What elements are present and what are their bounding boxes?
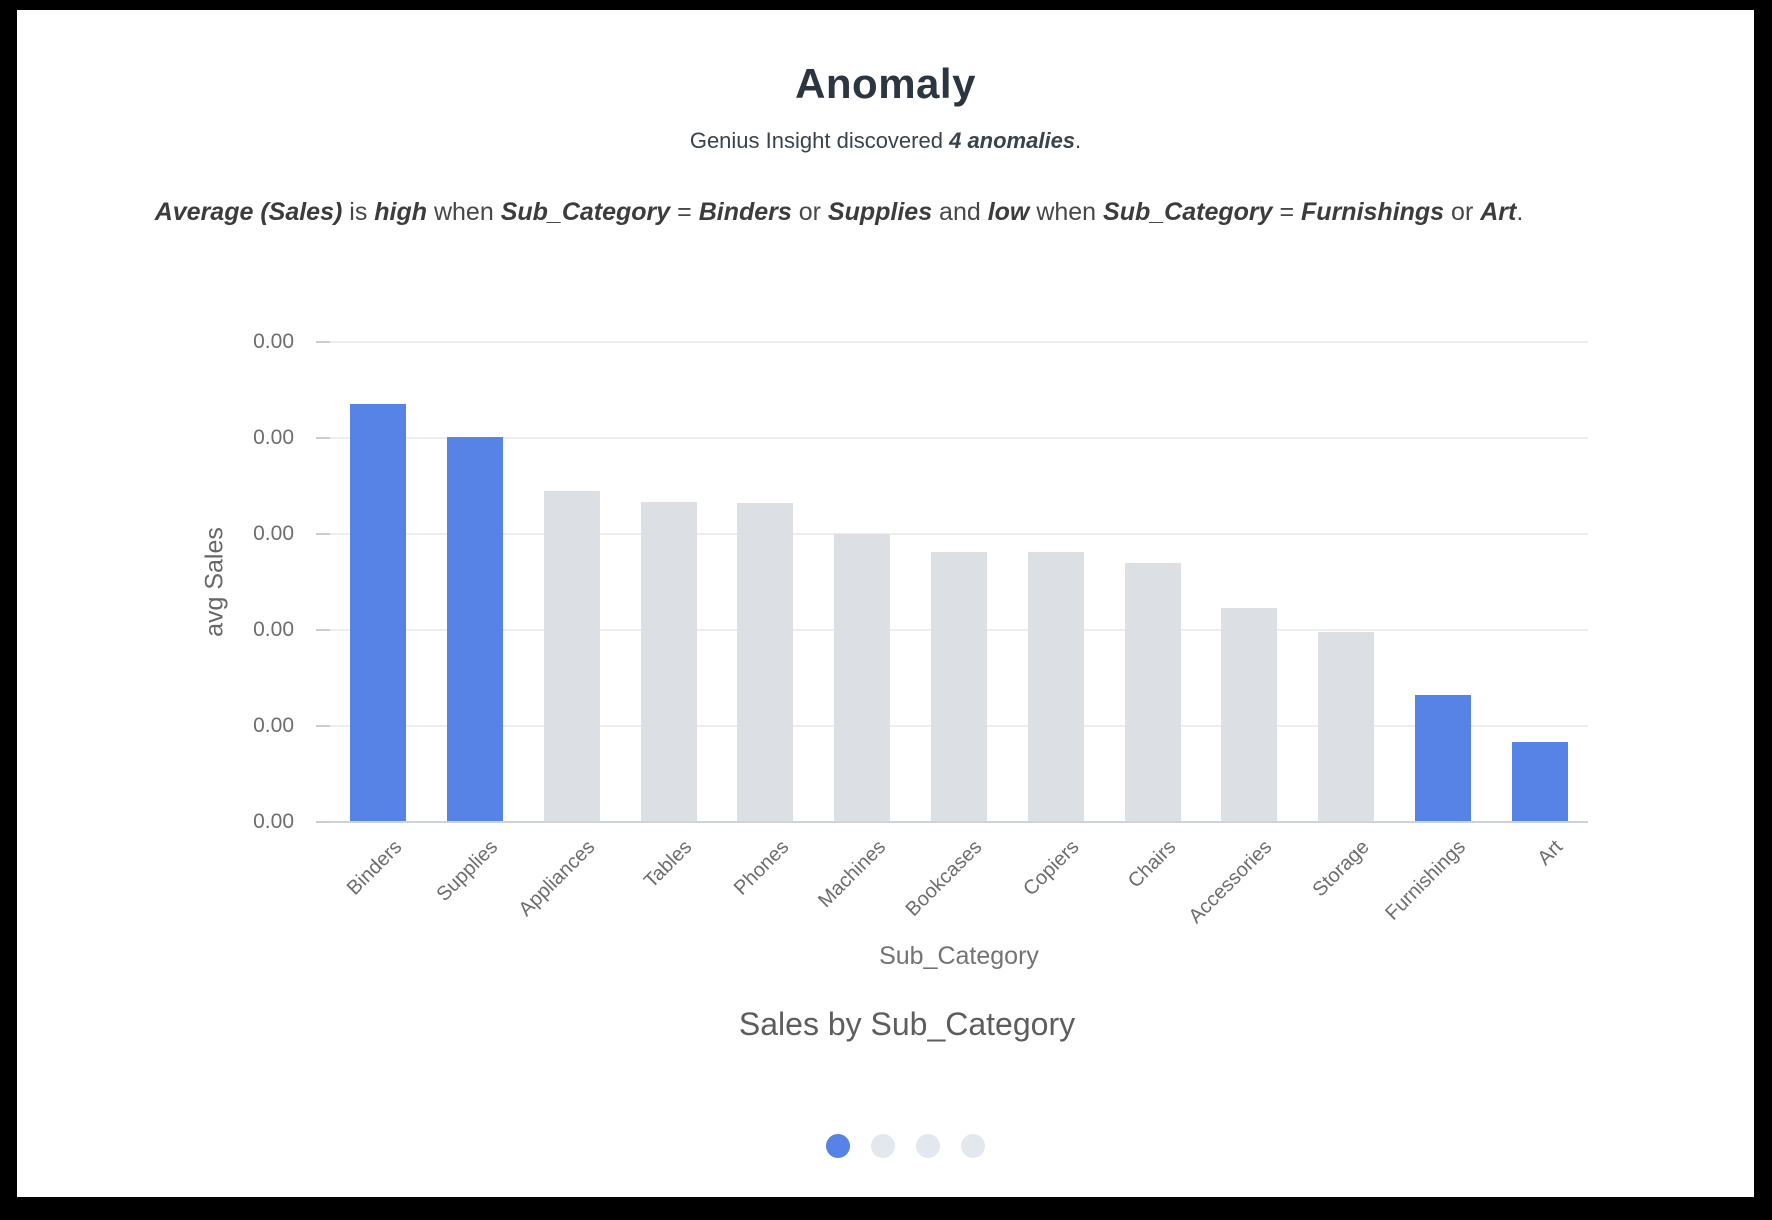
insight-title: Anomaly — [795, 60, 976, 107]
bar-phones[interactable] — [737, 503, 794, 822]
statement-segment: Supplies — [827, 198, 933, 227]
statement-segment: Art — [1480, 198, 1517, 227]
pagination-dot-3[interactable] — [916, 1134, 940, 1158]
x-axis-line — [330, 821, 1588, 823]
x-tick-label-machines: Machines — [813, 836, 890, 913]
y-tick-mark — [316, 725, 330, 727]
statement-segment: Sub_Category — [1103, 198, 1273, 227]
subtitle-period: . — [1075, 128, 1082, 154]
bar-slot: Tables — [620, 342, 717, 892]
x-tick-label-accessories: Accessories — [1185, 836, 1277, 928]
y-tick-label: 0.00 — [253, 810, 294, 833]
y-tick-label: 0.00 — [253, 522, 294, 545]
pagination-dots — [17, 1134, 1754, 1158]
statement-segment: and — [932, 198, 988, 227]
chart-title: Sales by Sub_Category — [738, 1006, 1076, 1042]
bar-slot: Bookcases — [902, 342, 1008, 921]
gridline — [330, 533, 1588, 535]
statement-segment: Sub_Category — [500, 198, 671, 227]
x-tick-label-chairs: Chairs — [1123, 836, 1181, 893]
statement-segment: low — [987, 198, 1030, 227]
bar-slot: Phones — [717, 342, 814, 900]
statement-segment: is — [342, 198, 375, 227]
y-tick-mark — [316, 437, 330, 439]
y-tick-mark — [316, 629, 330, 631]
y-tick-label: 0.00 — [253, 426, 294, 449]
y-tick-label: 0.00 — [253, 714, 294, 737]
bar-bookcases[interactable] — [930, 552, 987, 822]
bar-slot: Furnishings — [1382, 342, 1491, 925]
statement-segment: Average (Sales) — [154, 198, 343, 227]
x-axis-title: Sub_Category — [879, 942, 1039, 970]
gridline — [330, 341, 1588, 343]
bar-slot: Chairs — [1104, 342, 1201, 892]
bar-slot: Accessories — [1185, 342, 1298, 928]
bar-slot: Binders — [330, 342, 427, 900]
bar-slot: Copiers — [1007, 342, 1104, 900]
bar-slot: Storage — [1298, 342, 1395, 901]
subtitle-anomaly-count: 4 anomalies — [949, 128, 1076, 154]
x-tick-label-furnishings: Furnishings — [1381, 836, 1471, 925]
x-tick-label-copiers: Copiers — [1019, 836, 1084, 901]
pagination-dot-4[interactable] — [961, 1134, 985, 1158]
bar-machines[interactable] — [834, 534, 891, 822]
bar-slot: Supplies — [427, 342, 524, 906]
y-tick-mark — [316, 533, 330, 535]
statement-segment: when — [1029, 198, 1104, 227]
y-tick-label: 0.00 — [253, 330, 294, 353]
insight-card: Anomaly Genius Insight discovered 4 anom… — [17, 10, 1754, 1197]
bar-tables[interactable] — [640, 502, 697, 822]
y-tick-label: 0.00 — [253, 618, 294, 641]
statement-segment: Binders — [698, 198, 792, 227]
x-tick-label-binders: Binders — [342, 836, 406, 900]
x-tick-label-bookcases: Bookcases — [901, 836, 987, 921]
statement-segment: = — [670, 198, 699, 227]
pagination-dot-2[interactable] — [871, 1134, 895, 1158]
x-tick-label-storage: Storage — [1308, 836, 1374, 902]
bar-binders[interactable] — [350, 404, 407, 822]
bar-appliances[interactable] — [543, 490, 600, 822]
statement-segment: Furnishings — [1301, 198, 1445, 227]
bar-furnishings[interactable] — [1414, 695, 1471, 822]
insight-statement: Average (Sales) is high when Sub_Categor… — [17, 198, 1754, 227]
y-tick-mark — [316, 821, 330, 823]
pagination-dot-1[interactable] — [826, 1134, 850, 1158]
bar-slot: Art — [1491, 342, 1588, 870]
x-tick-label-appliances: Appliances — [514, 836, 600, 921]
y-tick-mark — [316, 341, 330, 343]
insight-subtitle: Genius Insight discovered 4 anomalies. — [17, 128, 1754, 154]
bars-row: Binders Supplies Appliances Tables Phones Mac… — [330, 342, 1588, 928]
bar-slot: Appliances — [515, 342, 621, 921]
statement-segment: high — [374, 198, 428, 227]
statement-segment: . — [1516, 198, 1524, 227]
statement-segment: = — [1272, 198, 1302, 227]
bar-accessories[interactable] — [1221, 607, 1278, 822]
statement-segment: or — [791, 198, 828, 227]
bar-chart: avg Sales 0.00 0.00 0.00 0.00 0.00 0.00 Binder… — [17, 10, 1754, 1197]
bar-copiers[interactable] — [1027, 552, 1084, 822]
bar-art[interactable] — [1511, 742, 1568, 822]
statement-segment: or — [1444, 198, 1481, 227]
subtitle-text: Genius Insight discovered — [689, 128, 950, 154]
bar-storage[interactable] — [1318, 631, 1375, 822]
x-tick-label-tables: Tables — [639, 836, 697, 893]
x-tick-label-phones: Phones — [729, 836, 794, 900]
bar-slot: Machines — [814, 342, 911, 912]
bar-chairs[interactable] — [1124, 562, 1181, 822]
bar-supplies[interactable] — [447, 437, 504, 822]
statement-segment: when — [427, 198, 501, 227]
gridline — [330, 437, 1588, 439]
plot-area: avg Sales 0.00 0.00 0.00 0.00 0.00 0.00 Binder… — [201, 330, 1588, 928]
x-tick-label-art: Art — [1533, 836, 1568, 870]
x-tick-label-supplies: Supplies — [432, 836, 503, 906]
